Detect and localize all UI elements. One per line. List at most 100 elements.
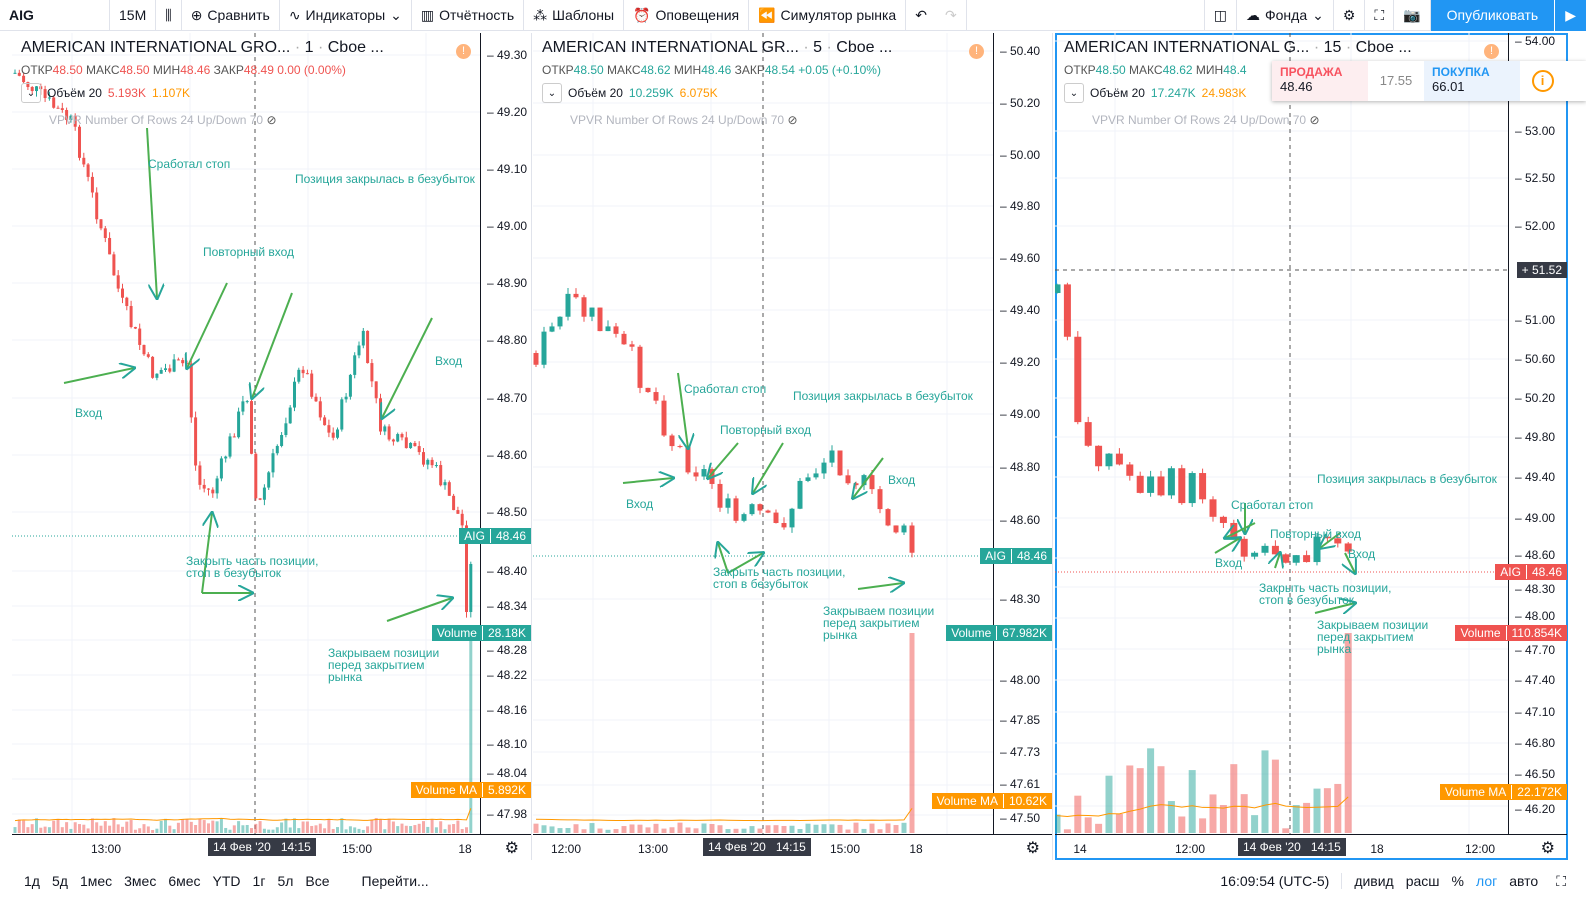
annotation-text[interactable]: Вход [626, 497, 654, 511]
range-button[interactable]: YTD [212, 873, 241, 889]
annotation-text[interactable]: Позиция закрылась в безубыток [1317, 472, 1497, 486]
publish-button[interactable]: Опубликовать [1430, 0, 1555, 31]
chart-panel-2[interactable]: AMERICAN INTERNATIONAL GR... · 5 · Cboe … [533, 33, 1053, 860]
range-button[interactable]: 6мес [168, 873, 201, 889]
annotation-text[interactable]: Вход [1348, 547, 1376, 561]
range-button[interactable]: Все [305, 873, 330, 889]
annotation-text[interactable]: Вход [75, 406, 103, 420]
volume-ma-value: 6.075K [679, 86, 718, 100]
plot-area[interactable] [1055, 33, 1508, 834]
annotation-text[interactable]: Сработал стоп [1231, 498, 1314, 512]
scale-option-3[interactable]: лог [1476, 873, 1498, 889]
price-axis[interactable]: – 54.00 – 53.00 – 52.50 – 52.00 – 51.00 – 50.… [1508, 33, 1567, 834]
undo-button[interactable]: ↶ [906, 0, 936, 31]
alerts-button[interactable]: ⏰ Оповещения [624, 0, 750, 31]
collapse-chevron-icon[interactable]: ⌄ [542, 83, 562, 103]
warning-icon[interactable]: ! [456, 44, 471, 59]
snapshot-button[interactable]: 📷 [1394, 0, 1431, 31]
symbol-search[interactable]: AIG [0, 0, 110, 31]
volume-bar [258, 821, 262, 833]
annotation-text[interactable]: Позиция закрылась в безубыток [295, 172, 475, 186]
goto-date-button[interactable]: Перейти... [361, 873, 429, 889]
annotation-text[interactable]: Сработал стоп [684, 382, 767, 396]
annotation-text[interactable]: Вход [1215, 556, 1243, 570]
collapse-chevron-icon[interactable]: ⌄ [1064, 83, 1084, 103]
annotation-text[interactable]: Позиция закрылась в безубыток [793, 389, 973, 403]
info-icon[interactable]: i [1531, 70, 1554, 92]
scale-option-4[interactable]: авто [1509, 873, 1539, 889]
layout-button[interactable]: ◫ [1203, 0, 1237, 31]
indicators-button[interactable]: ∿ Индикаторы ⌄ [280, 0, 412, 31]
interval-button[interactable]: 15M [110, 0, 157, 31]
annotation-text[interactable]: Сработал стоп [148, 157, 231, 171]
range-button[interactable]: 5л [277, 873, 294, 889]
candle [693, 472, 699, 477]
volume-bar [95, 822, 99, 833]
fullscreen-icon[interactable]: ⛶ [1556, 872, 1566, 889]
annotation-text[interactable]: Вход [888, 473, 916, 487]
annotation-text[interactable]: Закрываем позиции перед закрытием рынка [328, 646, 440, 684]
range-button[interactable]: 1мес [79, 873, 113, 889]
scale-option-0[interactable]: дивид [1354, 873, 1394, 889]
replay-button[interactable]: ⏪ Симулятор рынка [749, 0, 907, 31]
annotation-text[interactable]: Закрываем позиции перед закрытием рынка [1317, 618, 1429, 656]
annotation-text[interactable]: Закрыть часть позиции, стоп в безубыток [713, 565, 846, 591]
price-axis[interactable]: – 50.40 – 50.20 – 50.00 – 49.80 – 49.60 – 49.… [993, 33, 1052, 834]
volume-bar [1344, 633, 1352, 833]
scale-option-1[interactable]: расш [1405, 873, 1440, 889]
range-button[interactable]: 1д [24, 873, 40, 889]
annotation-text[interactable]: Повторный вход [720, 423, 812, 437]
annotation-text[interactable]: Повторный вход [203, 245, 295, 259]
range-button[interactable]: 1г [252, 873, 266, 889]
candle [1095, 445, 1103, 467]
range-button[interactable]: 3мес [124, 873, 157, 889]
financials-button[interactable]: ▥ Отчётность [412, 0, 525, 31]
time-tick: 13:00 [637, 842, 669, 856]
time-axis[interactable]: 14 Фев '20 14:15 ⚙ 13:00 15:00 18 [12, 834, 531, 860]
chart-type-button[interactable]: ⫼ [156, 0, 182, 31]
range-button[interactable]: 5д [51, 873, 68, 889]
symbol-title[interactable]: AMERICAN INTERNATIONAL GR... [542, 39, 799, 56]
gear-icon[interactable]: ⚙ [1540, 840, 1555, 857]
symbol-title[interactable]: AMERICAN INTERNATIONAL G... [1064, 39, 1310, 56]
background-button[interactable]: ☁ Фонда ⌄ [1237, 0, 1334, 31]
compare-button[interactable]: ⊕ Сравнить [182, 0, 280, 31]
volume-bar [116, 824, 120, 833]
play-button[interactable]: ▶ [1554, 0, 1586, 31]
price-axis[interactable]: – 49.30 – 49.20 – 49.10 – 49.00 – 48.90 – 48.… [480, 33, 531, 834]
annotation-text[interactable]: Повторный вход [1270, 527, 1362, 541]
symbol-title[interactable]: AMERICAN INTERNATIONAL GRO... [21, 39, 291, 56]
buy-button[interactable]: ПОКУПКА 66.01 [1424, 61, 1520, 101]
volume-bar [155, 828, 159, 833]
chart-panel-3[interactable]: AMERICAN INTERNATIONAL G... · 15 · Cboe … [1055, 33, 1568, 860]
gear-icon[interactable]: ⚙ [1025, 840, 1040, 857]
annotation-text[interactable]: Закрыть часть позиции, стоп в безубыток [1259, 581, 1392, 607]
hidden-eye-icon[interactable]: ⊘ [787, 113, 798, 127]
chart-panel-1[interactable]: AMERICAN INTERNATIONAL GRO... · 1 · Cboe… [12, 33, 532, 860]
volume-bar [701, 823, 707, 833]
fullscreen-button[interactable]: ⛶ [1365, 0, 1395, 31]
annotation-text[interactable]: Закрываем позиции перед закрытием рынка [823, 604, 935, 642]
scale-option-2[interactable]: % [1451, 873, 1464, 889]
templates-button[interactable]: ⁂ Шаблоны [524, 0, 625, 31]
collapse-chevron-icon[interactable]: ⌄ [21, 83, 41, 103]
volume-bar [379, 819, 382, 833]
time-axis[interactable]: 14 Фев '20 14:15 ⚙ 14 12:00 18 12:00 [1055, 834, 1567, 860]
candle [267, 472, 271, 488]
hidden-eye-icon[interactable]: ⊘ [266, 113, 277, 127]
sell-button[interactable]: ПРОДАЖА 48.46 [1272, 61, 1368, 101]
time-axis[interactable]: 14 Фев '20 14:15 ⚙ 12:00 13:00 15:00 18 [533, 834, 1052, 860]
warning-icon[interactable]: ! [1484, 44, 1499, 59]
plot-area[interactable] [533, 33, 993, 834]
volume-bar [1136, 768, 1144, 833]
candle [805, 477, 811, 481]
annotation-text[interactable]: Вход [435, 354, 463, 368]
redo-button[interactable]: ↷ [936, 0, 967, 31]
volume-bar [133, 829, 137, 833]
plot-area[interactable] [12, 33, 480, 834]
settings-button[interactable]: ⚙ [1334, 0, 1366, 31]
hidden-eye-icon[interactable]: ⊘ [1309, 113, 1320, 127]
gear-icon[interactable]: ⚙ [504, 840, 519, 857]
warning-icon[interactable]: ! [969, 44, 984, 59]
annotation-text[interactable]: Закрыть часть позиции, стоп в безубыток [186, 554, 319, 580]
